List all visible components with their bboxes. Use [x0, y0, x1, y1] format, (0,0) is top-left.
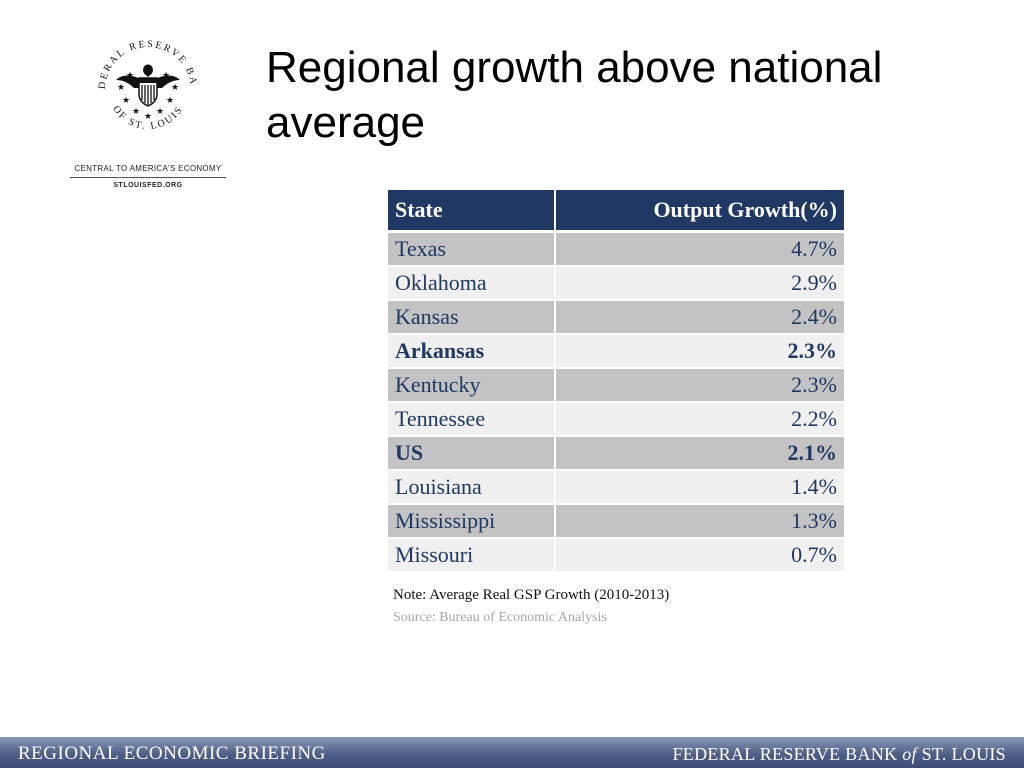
- state-cell: Oklahoma: [388, 266, 556, 301]
- table-source: Source: Bureau of Economic Analysis: [393, 610, 607, 625]
- logo-tagline: CENTRAL TO AMERICA'S ECONOMY: [74, 164, 222, 173]
- table-note: Note: Average Real GSP Growth (2010-2013…: [393, 587, 670, 603]
- growth-cell: 1.4%: [554, 470, 844, 505]
- table-row: Kentucky 2.3%: [388, 368, 844, 403]
- state-cell: Arkansas: [388, 334, 556, 369]
- table-row: Mississippi 1.3%: [388, 504, 844, 539]
- growth-cell: 2.1%: [554, 436, 844, 471]
- footer-bank-name-post: ST. LOUIS: [921, 744, 1006, 764]
- table-row: Tennessee 2.2%: [388, 402, 844, 437]
- state-cell: Texas: [388, 231, 556, 267]
- table-row: Kansas 2.4%: [388, 300, 844, 335]
- logo-divider: [70, 177, 226, 178]
- header-output-growth: Output Growth(%): [554, 190, 844, 233]
- star-icon: ★: [117, 83, 125, 93]
- footer-briefing-label: REGIONAL ECONOMIC BRIEFING: [18, 743, 326, 764]
- growth-cell: 2.3%: [554, 334, 844, 369]
- growth-cell: 4.7%: [554, 231, 844, 267]
- star-icon: ★: [156, 107, 164, 117]
- footer-bank-name-pre: FEDERAL RESERVE BANK: [672, 744, 898, 764]
- state-cell: US: [388, 436, 556, 471]
- fed-logo: FEDERAL RESERVE BANK OF ST. LOUIS ★ ★ ★ …: [70, 30, 226, 195]
- growth-table: State Output Growth(%) Texas 4.7% Oklaho…: [388, 190, 844, 573]
- growth-cell: 0.7%: [554, 538, 844, 573]
- logo-url: STLOUISFED.ORG: [113, 182, 183, 189]
- footer-bank-name: FEDERAL RESERVE BANK of ST. LOUIS: [672, 744, 1006, 765]
- star-icon: ★: [132, 107, 140, 117]
- table-row: Oklahoma 2.9%: [388, 266, 844, 301]
- state-cell: Tennessee: [388, 402, 556, 437]
- star-icon: ★: [166, 96, 174, 106]
- growth-cell: 2.3%: [554, 368, 844, 403]
- table-row: US 2.1%: [388, 436, 844, 471]
- state-cell: Kansas: [388, 300, 556, 335]
- star-icon: ★: [126, 71, 134, 81]
- star-icon: ★: [171, 83, 179, 93]
- footer-bar: REGIONAL ECONOMIC BRIEFING FEDERAL RESER…: [0, 737, 1024, 768]
- table-row: Arkansas 2.3%: [388, 334, 844, 369]
- footer-bank-name-of: of: [902, 744, 917, 764]
- state-cell: Missouri: [388, 538, 556, 573]
- table-row: Louisiana 1.4%: [388, 470, 844, 505]
- state-cell: Louisiana: [388, 470, 556, 505]
- header-state: State: [388, 190, 556, 233]
- growth-cell: 1.3%: [554, 504, 844, 539]
- table-row: Texas 4.7%: [388, 231, 844, 267]
- slide-title: Regional growth above national average: [266, 43, 883, 147]
- star-icon: ★: [162, 71, 170, 81]
- table-header-row: State Output Growth(%): [388, 190, 844, 233]
- eagle-shield-seal-icon: FEDERAL RESERVE BANK OF ST. LOUIS ★ ★ ★ …: [88, 30, 197, 132]
- growth-cell: 2.2%: [554, 402, 844, 437]
- star-icon: ★: [144, 112, 152, 122]
- state-cell: Mississippi: [388, 504, 556, 539]
- growth-cell: 2.9%: [554, 266, 844, 301]
- star-icon: ★: [122, 96, 130, 106]
- state-cell: Kentucky: [388, 368, 556, 403]
- growth-cell: 2.4%: [554, 300, 844, 335]
- table-row: Missouri 0.7%: [388, 538, 844, 573]
